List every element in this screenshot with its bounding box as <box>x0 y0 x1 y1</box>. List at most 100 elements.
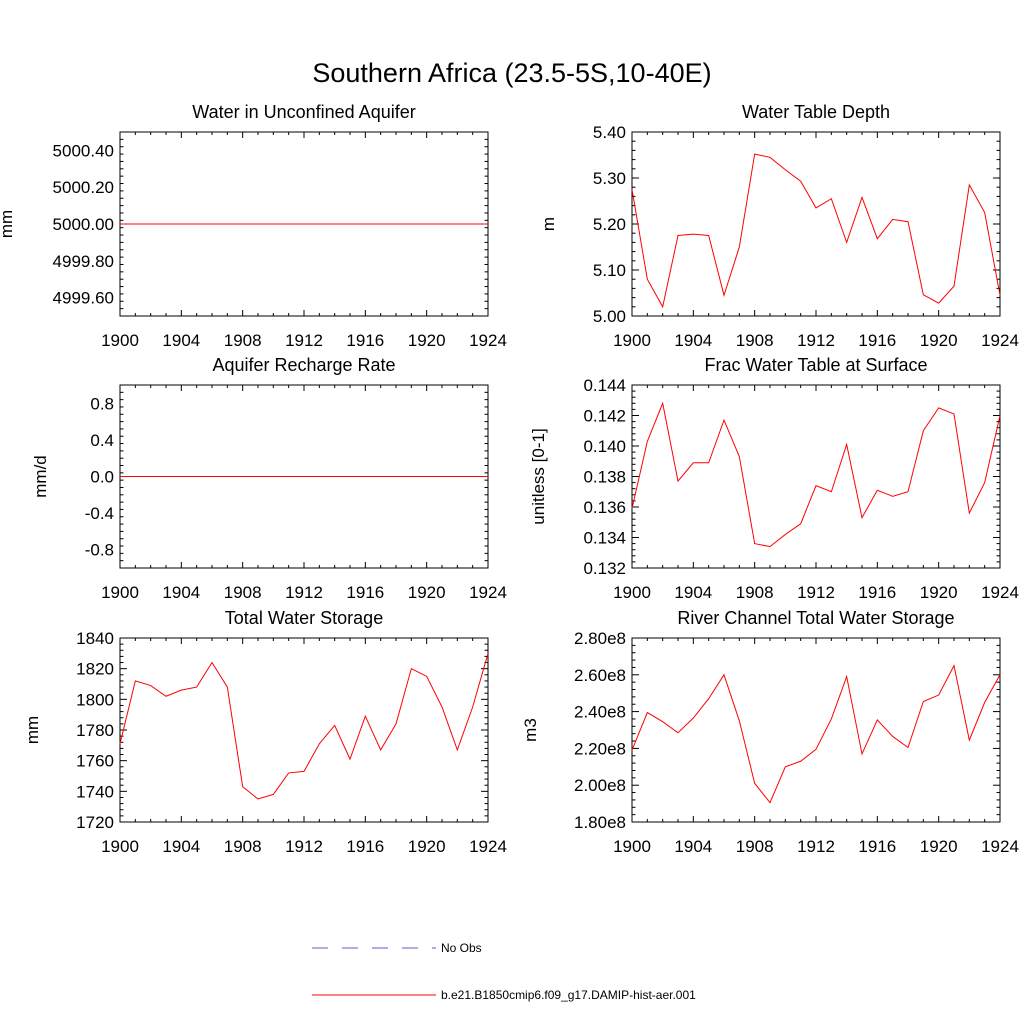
y-tick-label: 2.00e8 <box>574 776 626 795</box>
y-axis-label: mm <box>0 210 16 238</box>
y-tick-label: -0.4 <box>85 504 114 523</box>
y-tick-label: 0.144 <box>583 376 626 395</box>
y-tick-label: -0.8 <box>85 541 114 560</box>
x-tick-label: 1924 <box>469 331 507 350</box>
y-tick-label: 5.30 <box>593 169 626 188</box>
y-tick-label: 0.4 <box>90 431 114 450</box>
x-tick-label: 1916 <box>858 837 896 856</box>
x-tick-label: 1912 <box>285 331 323 350</box>
plot-frame <box>631 637 1001 823</box>
x-tick-label: 1904 <box>162 837 200 856</box>
panel-title: Total Water Storage <box>225 608 383 628</box>
x-tick-label: 1900 <box>101 837 139 856</box>
y-tick-label: 2.20e8 <box>574 739 626 758</box>
panel-title: Water Table Depth <box>742 102 890 122</box>
x-tick-label: 1900 <box>101 331 139 350</box>
x-tick-label: 1904 <box>674 583 712 602</box>
legend-label: b.e21.B1850cmip6.f09_g17.DAMIP-hist-aer.… <box>441 988 696 1002</box>
x-tick-label: 1908 <box>736 837 774 856</box>
x-tick-label: 1908 <box>224 583 262 602</box>
x-tick-label: 1920 <box>408 583 446 602</box>
x-tick-label: 1912 <box>797 583 835 602</box>
legend-label: No Obs <box>441 941 482 955</box>
series-line <box>631 153 1001 309</box>
x-tick-label: 1920 <box>408 331 446 350</box>
panel-title: Frac Water Table at Surface <box>704 355 927 375</box>
series-line <box>631 401 1001 548</box>
x-tick-label: 1900 <box>101 583 139 602</box>
y-tick-label: 2.40e8 <box>574 703 626 722</box>
panel-title: River Channel Total Water Storage <box>677 608 954 628</box>
plot-frame <box>631 131 1001 317</box>
y-tick-label: 5000.20 <box>53 178 114 197</box>
y-tick-label: 5000.40 <box>53 141 114 160</box>
y-tick-label: 0.132 <box>583 559 626 578</box>
x-tick-label: 1916 <box>858 583 896 602</box>
y-tick-label: 2.80e8 <box>574 629 626 648</box>
figure-title: Southern Africa (23.5-5S,10-40E) <box>312 58 711 88</box>
x-tick-label: 1916 <box>346 331 384 350</box>
y-tick-label: 1760 <box>76 752 114 771</box>
y-axis-label: m3 <box>521 718 540 742</box>
y-tick-label: 5.00 <box>593 307 626 326</box>
x-tick-label: 1900 <box>613 331 651 350</box>
y-tick-label: 1780 <box>76 721 114 740</box>
panel-aquifer-recharge-rate: Aquifer Recharge Rate mm/d 1900 1904 1908 191… <box>31 355 507 602</box>
x-tick-label: 1904 <box>674 837 712 856</box>
legend-item-obs: No Obs <box>312 941 482 955</box>
y-axis-label: mm/d <box>31 455 50 498</box>
x-tick-label: 1920 <box>920 331 958 350</box>
y-tick-label: 0.134 <box>583 529 626 548</box>
panel-frac-water-table-at-surface: Frac Water Table at Surface unitless [0-1… <box>529 355 1019 602</box>
x-tick-label: 1904 <box>162 583 200 602</box>
panel-title: Water in Unconfined Aquifer <box>192 102 415 122</box>
x-tick-label: 1900 <box>613 583 651 602</box>
y-tick-label: 5.40 <box>593 123 626 142</box>
x-tick-label: 1924 <box>469 583 507 602</box>
x-tick-label: 1908 <box>224 837 262 856</box>
panels: Water in Unconfined Aquifer mm 1900 1904 190… <box>0 102 1019 856</box>
y-axis-label: unitless [0-1] <box>529 428 548 524</box>
x-tick-label: 1920 <box>920 583 958 602</box>
panel-total-water-storage: Total Water Storage mm 1900 1904 1908 1912 191… <box>23 608 507 856</box>
y-tick-label: 0.140 <box>583 437 626 456</box>
legend: No Obs b.e21.B1850cmip6.f09_g17.DAMIP-his… <box>312 941 696 1002</box>
x-tick-label: 1924 <box>981 583 1019 602</box>
y-tick-label: 1740 <box>76 782 114 801</box>
y-tick-label: 1800 <box>76 690 114 709</box>
x-tick-label: 1920 <box>408 837 446 856</box>
panel-river-channel-total-water-storage: River Channel Total Water Storage m3 1900 1… <box>521 608 1019 856</box>
panel-water-in-unconfined-aquifer: Water in Unconfined Aquifer mm 1900 1904 190… <box>0 102 507 350</box>
x-tick-label: 1908 <box>224 331 262 350</box>
y-tick-label: 5000.00 <box>53 215 114 234</box>
x-tick-label: 1900 <box>613 837 651 856</box>
series-line <box>119 653 489 800</box>
y-axis-label: m <box>539 217 558 231</box>
x-tick-label: 1916 <box>858 331 896 350</box>
x-tick-label: 1924 <box>981 837 1019 856</box>
x-tick-label: 1908 <box>736 331 774 350</box>
x-tick-label: 1912 <box>285 837 323 856</box>
x-tick-label: 1912 <box>285 583 323 602</box>
y-tick-label: 5.20 <box>593 215 626 234</box>
y-tick-label: 5.10 <box>593 261 626 280</box>
y-tick-label: 1840 <box>76 629 114 648</box>
x-tick-label: 1912 <box>797 331 835 350</box>
x-tick-label: 1920 <box>920 837 958 856</box>
y-tick-label: 2.60e8 <box>574 666 626 685</box>
y-tick-label: 4999.60 <box>53 289 114 308</box>
x-tick-label: 1916 <box>346 583 384 602</box>
x-tick-label: 1916 <box>346 837 384 856</box>
x-tick-label: 1912 <box>797 837 835 856</box>
y-tick-label: 1820 <box>76 660 114 679</box>
plot-frame <box>631 384 1001 569</box>
y-axis-label: mm <box>23 716 42 744</box>
panel-title: Aquifer Recharge Rate <box>212 355 395 375</box>
x-tick-label: 1904 <box>674 331 712 350</box>
y-tick-label: 0.136 <box>583 498 626 517</box>
x-tick-label: 1908 <box>736 583 774 602</box>
x-tick-label: 1924 <box>981 331 1019 350</box>
y-tick-label: 1.80e8 <box>574 813 626 832</box>
y-tick-label: 0.8 <box>90 394 114 413</box>
